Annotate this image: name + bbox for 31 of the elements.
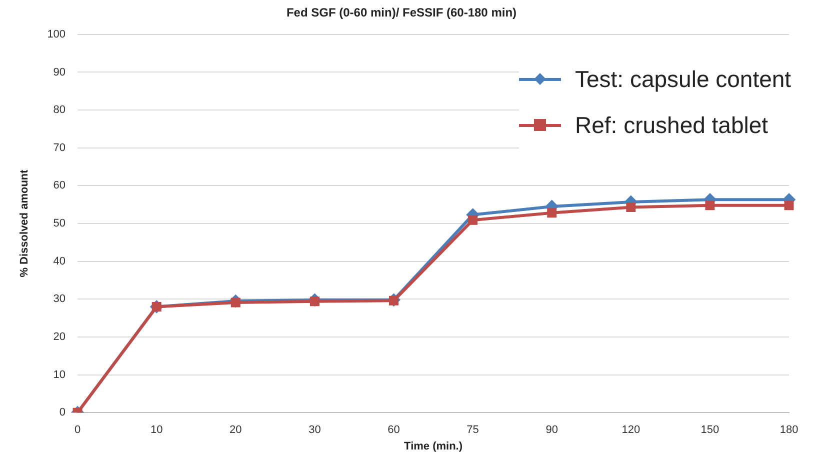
y-tick-label: 90 [53, 66, 66, 78]
x-tick-label: 10 [150, 424, 163, 436]
x-tick-label: 180 [780, 424, 798, 436]
x-axis-title: Time (min.) [404, 440, 463, 452]
y-tick-label: 10 [53, 368, 66, 381]
y-tick-label: 20 [53, 330, 66, 343]
legend-label: Ref: crushed tablet [575, 111, 768, 140]
point [468, 215, 478, 225]
legend-label: Test: capsule content [575, 65, 792, 94]
y-tick-label: 100 [47, 28, 66, 40]
x-tick-label: 30 [308, 424, 321, 436]
point [626, 202, 636, 212]
x-tick-label: 75 [466, 424, 479, 436]
x-tick-label: 0 [74, 424, 81, 436]
x-tick-label: 90 [546, 424, 558, 436]
y-axis-title: % Dissolved amount [18, 169, 31, 278]
y-tick-label: 60 [53, 180, 66, 192]
point [784, 200, 794, 210]
x-tick-label: 120 [622, 424, 640, 436]
y-tick-label: 30 [53, 293, 66, 306]
x-tick-label: 20 [230, 424, 242, 436]
x-tick-label: 150 [700, 424, 720, 436]
x-tick-label: 60 [388, 424, 400, 436]
chart-title: Fed SGF (0-60 min)/ FeSSIF (60-180 min) [286, 6, 517, 20]
point [705, 200, 715, 210]
y-tick-label: 80 [53, 104, 66, 116]
y-tick-label: 40 [53, 255, 66, 268]
point [547, 208, 557, 218]
y-tick-label: 0 [59, 406, 66, 419]
y-tick-label: 70 [53, 142, 66, 154]
y-tick-label: 50 [53, 218, 66, 230]
